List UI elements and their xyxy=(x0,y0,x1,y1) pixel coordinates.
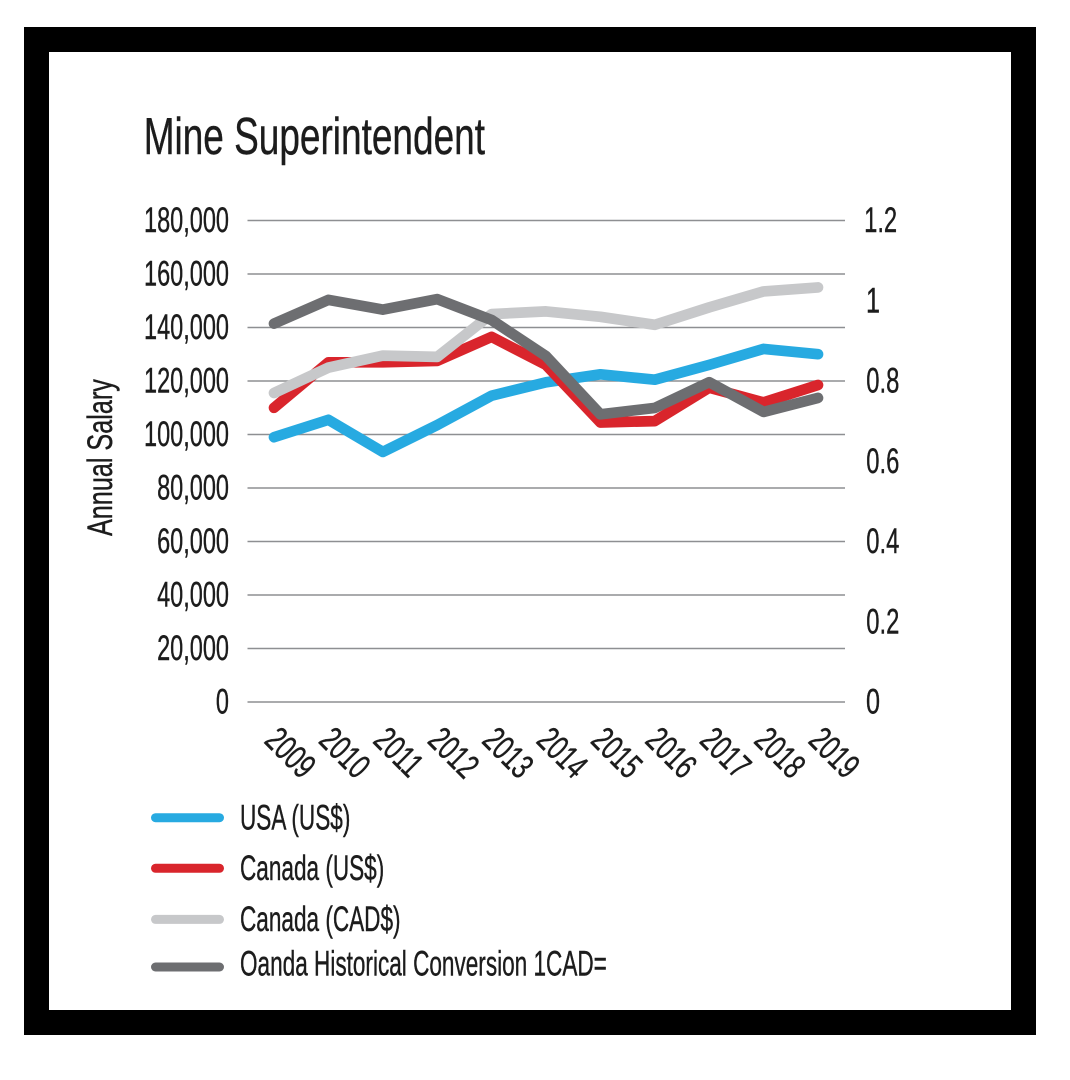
svg-text:120,000: 120,000 xyxy=(144,362,229,401)
svg-text:180,000: 180,000 xyxy=(144,201,229,240)
svg-text:USA (US$): USA (US$) xyxy=(240,799,350,838)
svg-text:1.2: 1.2 xyxy=(864,202,897,241)
svg-text:160,000: 160,000 xyxy=(144,255,229,294)
svg-text:1: 1 xyxy=(866,281,880,320)
svg-text:Canada (CAD$): Canada (CAD$) xyxy=(240,900,401,939)
svg-text:Mine Superintendent: Mine Superintendent xyxy=(144,107,486,166)
svg-text:60,000: 60,000 xyxy=(157,522,229,561)
svg-text:40,000: 40,000 xyxy=(157,576,229,615)
svg-text:100,000: 100,000 xyxy=(144,415,229,454)
svg-text:0: 0 xyxy=(216,683,229,722)
svg-text:0.8: 0.8 xyxy=(866,362,899,401)
svg-text:0.2: 0.2 xyxy=(866,603,899,642)
svg-text:0.6: 0.6 xyxy=(866,442,899,481)
svg-text:Oanda Historical Conversion 1C: Oanda Historical Conversion 1CAD= xyxy=(240,945,607,984)
svg-text:0: 0 xyxy=(866,683,880,722)
svg-text:0.4: 0.4 xyxy=(866,523,899,562)
svg-text:Canada (US$): Canada (US$) xyxy=(240,849,384,888)
svg-text:20,000: 20,000 xyxy=(157,629,229,668)
svg-text:80,000: 80,000 xyxy=(157,469,229,508)
svg-text:140,000: 140,000 xyxy=(144,308,229,347)
svg-text:Annual Salary: Annual Salary xyxy=(81,379,120,536)
